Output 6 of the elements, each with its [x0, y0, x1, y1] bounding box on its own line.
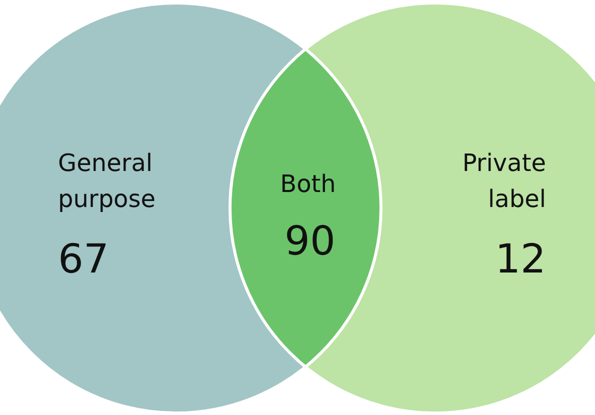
- category-label: Both: [280, 170, 336, 198]
- data-label: 12: [495, 236, 546, 282]
- data-label: 67: [58, 236, 109, 282]
- category-label: General purpose: [58, 149, 156, 214]
- data-label: 90: [284, 218, 336, 264]
- category-label: Private label: [462, 149, 546, 214]
